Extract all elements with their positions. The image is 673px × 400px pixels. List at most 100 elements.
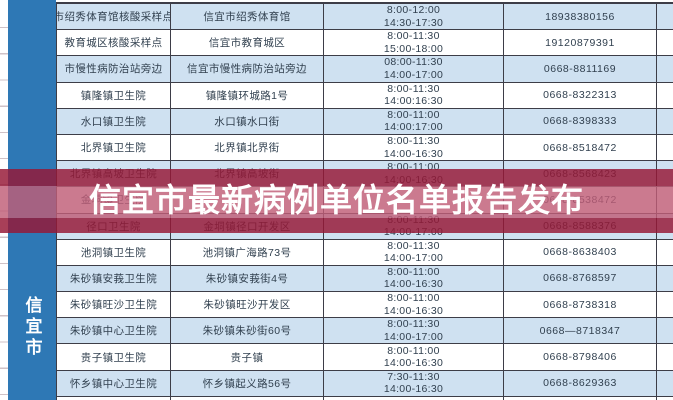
- site-name-cell: [57, 396, 171, 400]
- site-name-cell: 怀乡镇中心卫生院: [57, 370, 171, 397]
- service-hours-cell: 8:00-11:00 14:00-16:30: [324, 265, 504, 293]
- table-row: 教育城区核酸采样点 信宜市教育城区 8:00-11:30 15:00-18:00…: [57, 30, 673, 57]
- banner-band-middle: [0, 186, 673, 218]
- cutoff-column-cell: [657, 292, 673, 319]
- service-hours-afternoon: 14:00-17:00: [383, 252, 444, 265]
- phone-number-cell: 0668—8718347: [504, 318, 657, 345]
- table-row: 市慢性病防治站旁边 信宜市慢性病防治站旁边 08:00-11:30 14:00-…: [57, 56, 673, 83]
- site-address-cell: 朱砂镇安莪街4号: [171, 265, 324, 293]
- service-hours-cell: 8:00-11:30 14:00-17:00: [324, 239, 504, 266]
- site-address-cell: 北界镇北界街: [171, 134, 324, 162]
- table-row: 朱砂镇旺沙卫生院 朱砂镇旺沙开发区 8:00-11:00 14:00-16:30…: [57, 292, 673, 319]
- service-hours-morning: 8:00-12:00: [386, 4, 441, 17]
- site-address-cell: 信宜市慢性病防治站旁边: [171, 56, 324, 83]
- phone-number-cell: [504, 396, 657, 400]
- site-name-cell: 镇隆镇卫生院: [57, 82, 171, 109]
- service-hours-cell: 8:00-11:30 14:00:16:30: [324, 82, 504, 109]
- service-hours-cell: 8:00-11:00 14:00:17:00: [324, 108, 504, 135]
- service-hours-cell: 8:00-11:30 14:00-17:00: [324, 318, 504, 345]
- service-hours-afternoon: 14:30-17:30: [383, 16, 444, 29]
- service-hours-afternoon: 14:00-16:30: [383, 304, 444, 317]
- service-hours-morning: 8:00-11:00: [387, 292, 440, 305]
- table-row: [57, 396, 673, 400]
- table-row: 朱砂镇安莪卫生院 朱砂镇安莪街4号 8:00-11:00 14:00-16:30…: [57, 265, 673, 293]
- site-name-cell: 池洞镇卫生院: [57, 239, 171, 266]
- phone-number-cell: 0668-8638403: [504, 239, 657, 266]
- site-name-cell: 朱砂镇中心卫生院: [57, 318, 171, 345]
- service-hours-cell: 8:00-11:00 14:00-16:30: [324, 292, 504, 319]
- site-address-cell: 信宜市绍秀体育馆: [171, 4, 324, 31]
- cutoff-column-cell: [657, 83, 673, 109]
- service-hours-cell: 8:00-11:30 14:00-16:30: [324, 134, 504, 162]
- cutoff-column-cell: [657, 318, 673, 345]
- service-hours-afternoon: 15:00-18:00: [383, 42, 444, 55]
- service-hours-afternoon: 14:00-17:00: [383, 68, 444, 81]
- table-row: 池洞镇卫生院 池洞镇广海路73号 8:00-11:30 14:00-17:00 …: [57, 239, 673, 266]
- service-hours-morning: 7:30-11:30: [387, 370, 440, 383]
- service-hours-morning: 8:00-11:30: [387, 135, 440, 148]
- service-hours-afternoon: 14:00:16:30: [384, 95, 443, 108]
- phone-number-cell: 0668-8629363: [504, 370, 657, 397]
- cutoff-column-cell: [657, 214, 673, 240]
- service-hours-cell: 8:00-11:00 14:00-16:30: [324, 344, 504, 371]
- service-hours-afternoon: 14:00-16:30: [383, 383, 444, 396]
- service-hours-morning: 08:00-11:30: [384, 56, 443, 69]
- phone-number-cell: 0668-8768597: [504, 265, 657, 293]
- service-hours-cell: 8:00-12:00 14:30-17:30: [324, 4, 504, 31]
- service-hours-morning: 8:00-11:30: [387, 239, 440, 252]
- service-hours-cell: 7:30-11:30 14:00-16:30: [324, 370, 504, 397]
- cutoff-column-cell: [657, 109, 673, 135]
- site-address-cell: 贵子镇: [171, 344, 324, 371]
- site-name-cell: 朱砂镇旺沙卫生院: [57, 292, 171, 319]
- site-address-cell: 镇隆镇环城路1号: [171, 82, 324, 109]
- phone-number-cell: 0668-8518472: [504, 134, 657, 162]
- service-hours-afternoon: 14:00-16:30: [383, 278, 444, 291]
- cutoff-column-cell: [657, 266, 673, 293]
- service-hours-cell: [324, 396, 504, 400]
- site-address-cell: 朱砂镇朱砂街60号: [171, 318, 324, 345]
- service-hours-afternoon: 14:00-16:30: [383, 357, 444, 370]
- site-name-cell: 贵子镇卫生院: [57, 344, 171, 371]
- service-hours-morning: 8:00-11:30: [387, 82, 440, 95]
- table-row: 贵子镇卫生院 贵子镇 8:00-11:00 14:00-16:30 0668-8…: [57, 344, 673, 371]
- headline-banner: 信宜市最新病例单位名单报告发布: [0, 169, 673, 233]
- cutoff-column-cell: [657, 240, 673, 266]
- service-hours-cell: 8:00-11:30 15:00-18:00: [324, 30, 504, 57]
- headline-title: 信宜市最新病例单位名单报告发布: [88, 182, 584, 219]
- service-hours-afternoon: 14:00-17:00: [383, 330, 444, 343]
- site-address-cell: [171, 396, 324, 400]
- site-address-cell: 朱砂镇旺沙开发区: [171, 292, 324, 319]
- service-hours-afternoon: 14:00-16:30: [383, 147, 444, 160]
- service-hours-morning: 8:00-11:30: [387, 318, 440, 331]
- table-row: 镇隆镇卫生院 镇隆镇环城路1号 8:00-11:30 14:00:16:30 0…: [57, 82, 673, 109]
- phone-number-cell: 18938380156: [504, 4, 657, 31]
- banner-band-bottom: [0, 218, 673, 233]
- service-hours-morning: 8:00-11:30: [387, 30, 440, 43]
- cutoff-column-cell: [657, 371, 673, 397]
- site-name-cell: 朱砂镇安莪卫生院: [57, 265, 171, 293]
- table-row: 市绍秀体育馆核酸采样点 信宜市绍秀体育馆 8:00-12:00 14:30-17…: [57, 4, 673, 31]
- phone-number-cell: 19120879391: [504, 30, 657, 57]
- phone-number-cell: 0668-8798406: [504, 344, 657, 371]
- phone-number-cell: 0668-8738318: [504, 292, 657, 319]
- service-hours-cell: 08:00-11:30 14:00-17:00: [324, 56, 504, 83]
- table-row: 水口镇卫生院 水口镇水口街 8:00-11:00 14:00:17:00 066…: [57, 108, 673, 135]
- site-name-cell: 市慢性病防治站旁边: [57, 56, 171, 83]
- phone-number-cell: 0668-8398333: [504, 108, 657, 135]
- table-row: 朱砂镇中心卫生院 朱砂镇朱砂街60号 8:00-11:30 14:00-17:0…: [57, 318, 673, 345]
- site-name-cell: 教育城区核酸采样点: [57, 30, 171, 57]
- service-hours-morning: 8:00-11:00: [387, 265, 440, 278]
- table-row: 怀乡镇中心卫生院 怀乡镇起义路56号 7:30-11:30 14:00-16:3…: [57, 370, 673, 397]
- site-name-cell: 市绍秀体育馆核酸采样点: [57, 4, 171, 31]
- service-hours-morning: 8:00-11:00: [387, 108, 440, 121]
- phone-number-cell: 0668-8322313: [504, 82, 657, 109]
- site-address-cell: 怀乡镇起义路56号: [171, 370, 324, 397]
- cutoff-column-cell: [657, 56, 673, 83]
- cutoff-column-cell: [657, 135, 673, 162]
- site-address-cell: 信宜市教育城区: [171, 30, 324, 57]
- banner-band-top: [0, 169, 673, 186]
- cutoff-column-cell: [657, 4, 673, 31]
- site-name-cell: 北界镇卫生院: [57, 134, 171, 162]
- site-name-cell: 水口镇卫生院: [57, 108, 171, 135]
